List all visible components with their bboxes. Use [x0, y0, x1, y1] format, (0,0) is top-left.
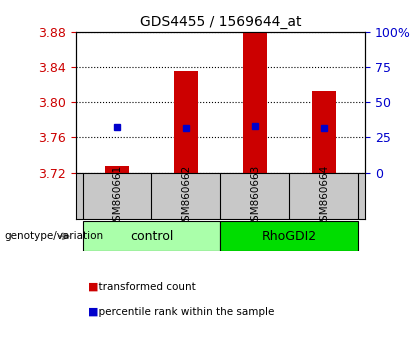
Bar: [312, 91, 336, 172]
Text: ■: ■: [88, 307, 99, 316]
Title: GDS4455 / 1569644_at: GDS4455 / 1569644_at: [140, 16, 301, 29]
Bar: [82, 221, 220, 251]
Bar: [220, 221, 359, 251]
Text: transformed count: transformed count: [92, 282, 196, 292]
Text: GSM860663: GSM860663: [250, 164, 260, 228]
Text: ■: ■: [88, 282, 99, 292]
Text: RhoGDI2: RhoGDI2: [262, 230, 317, 243]
Text: percentile rank within the sample: percentile rank within the sample: [92, 307, 275, 316]
Bar: [105, 166, 129, 172]
Text: genotype/variation: genotype/variation: [4, 231, 103, 241]
Bar: [243, 26, 267, 172]
Text: GSM860661: GSM860661: [112, 164, 122, 228]
Text: GSM860662: GSM860662: [181, 164, 191, 228]
Bar: [174, 72, 198, 172]
Text: control: control: [130, 230, 173, 243]
Text: GSM860664: GSM860664: [319, 164, 329, 228]
